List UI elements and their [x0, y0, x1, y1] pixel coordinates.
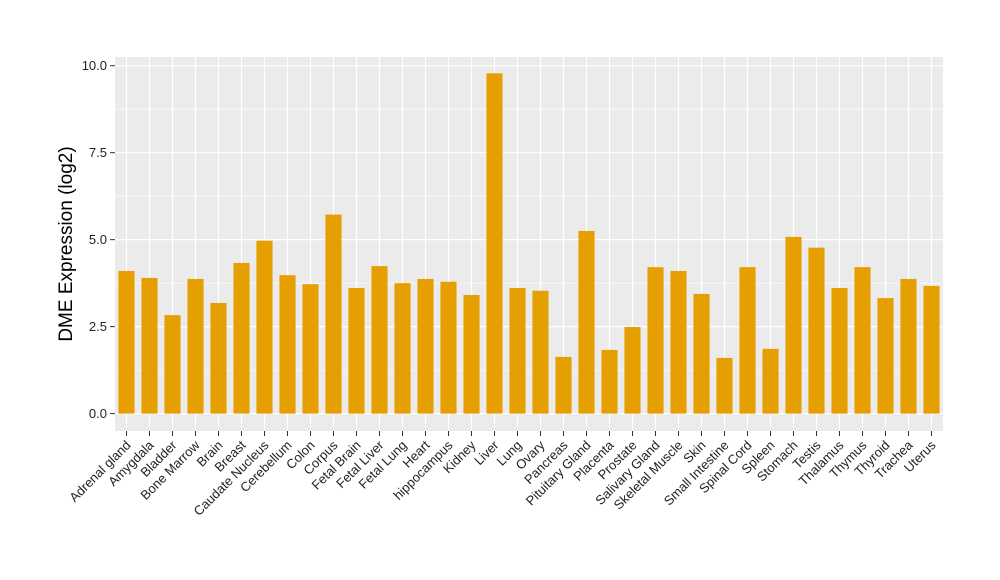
bar	[601, 349, 618, 414]
bar	[509, 288, 526, 414]
bar	[716, 357, 733, 414]
bar	[325, 214, 342, 414]
y-tick-label: 5.0	[89, 232, 107, 247]
bar	[233, 262, 250, 414]
bar	[670, 270, 687, 414]
bar	[210, 302, 227, 414]
bar	[923, 285, 940, 414]
bar	[302, 284, 319, 414]
y-axis: 0.0 2.5 5.0 7.5 10.0	[82, 58, 115, 421]
y-tick-label: 0.0	[89, 406, 107, 421]
bar	[187, 278, 204, 414]
bar	[394, 283, 411, 414]
bar	[440, 281, 457, 414]
bar	[808, 247, 825, 414]
bar	[118, 270, 135, 414]
bar	[486, 73, 503, 414]
y-tick-label: 2.5	[89, 319, 107, 334]
bar	[555, 356, 572, 414]
bar	[647, 267, 664, 414]
y-tick-label: 7.5	[89, 145, 107, 160]
bar	[279, 275, 296, 414]
bar	[164, 315, 181, 414]
bars	[118, 73, 940, 414]
bar	[141, 277, 158, 414]
bar	[256, 240, 273, 414]
plot-panel	[115, 57, 943, 431]
y-tick-label: 10.0	[82, 58, 107, 73]
y-axis-title: DME Expression (log2)	[56, 146, 77, 341]
bar	[900, 278, 917, 414]
bar	[371, 266, 388, 414]
bar	[854, 267, 871, 414]
x-tick-label: Liver	[471, 437, 502, 468]
bar	[578, 230, 595, 414]
bar	[831, 288, 848, 414]
bar	[785, 236, 802, 414]
bar	[532, 290, 549, 414]
bar	[463, 294, 480, 414]
bar	[877, 298, 894, 414]
bar	[348, 288, 365, 414]
bar	[417, 278, 434, 414]
bar	[693, 293, 710, 414]
bar	[739, 267, 756, 414]
bar	[624, 326, 641, 414]
bar	[762, 348, 779, 414]
